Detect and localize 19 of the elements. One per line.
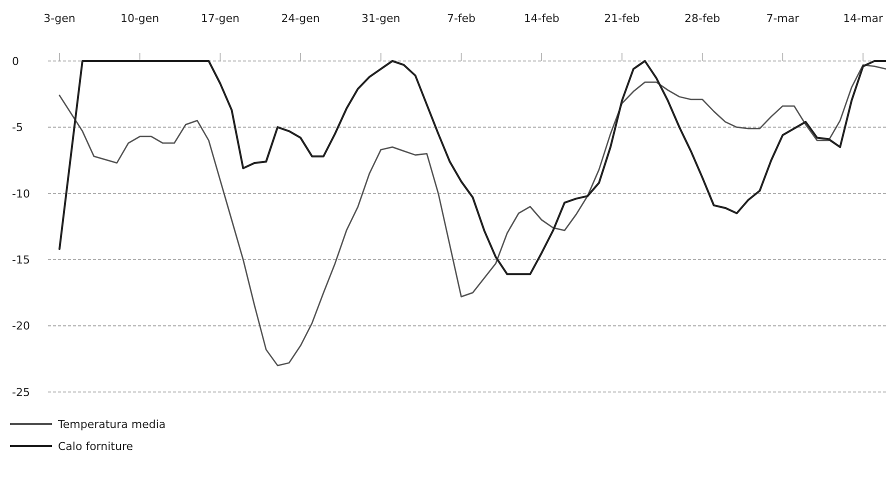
y-tick-label: -25 <box>12 386 30 399</box>
x-tick-label: 10-gen <box>120 12 160 25</box>
y-tick-label: -15 <box>12 253 30 266</box>
y-tick-label: 0 <box>12 54 19 68</box>
y-tick-label: -20 <box>12 320 30 333</box>
x-tick-label: 3-gen <box>44 12 76 25</box>
x-tick-label: 17-gen <box>200 12 240 25</box>
x-tick-label: 21-feb <box>604 12 640 25</box>
x-tick-label: 28-feb <box>684 12 720 25</box>
x-tick-label: 7-mar <box>766 12 800 25</box>
legend-label: Calo forniture <box>58 440 134 453</box>
y-tick-label: -10 <box>12 187 30 200</box>
x-tick-label: 14-mar <box>843 12 884 25</box>
x-tick-label: 24-gen <box>281 12 320 25</box>
x-tick-label: 7-feb <box>446 12 476 25</box>
legend-label: Temperatura media <box>57 418 166 431</box>
x-tick-label: 14-feb <box>524 12 560 25</box>
y-tick-label: -5 <box>12 121 23 134</box>
x-tick-label: 31-gen <box>362 12 400 25</box>
